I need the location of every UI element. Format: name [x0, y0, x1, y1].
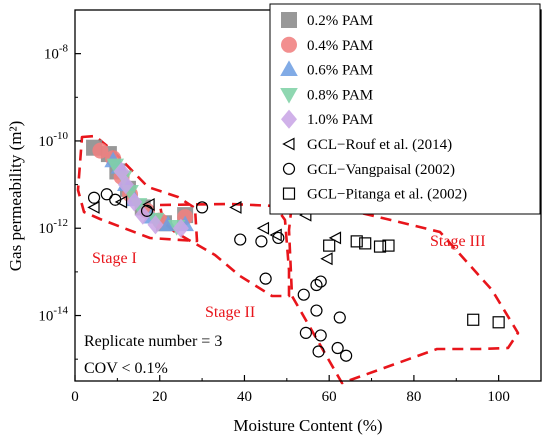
legend-marker-6: [282, 162, 296, 175]
data-points: [86, 139, 505, 362]
legend-marker-5: [282, 137, 295, 151]
data-point-s7-2: [359, 237, 372, 250]
data-point-s6-12: [314, 329, 327, 342]
data-point-s7-0: [323, 239, 336, 252]
legend-label-4: 1.0% PAM: [307, 112, 373, 128]
x-tick-label: 20: [152, 389, 167, 405]
data-point-s6-14: [312, 345, 325, 358]
legend-label-6: GCL−Vangpaisal (2002): [307, 162, 455, 178]
x-tick-label: 0: [71, 389, 79, 405]
data-point-s5-2: [142, 197, 155, 211]
stage-1-region: [76, 134, 199, 243]
replicate-note: Replicate number = 3: [84, 333, 222, 350]
legend-marker-3: [280, 88, 298, 104]
data-point-s5-3: [229, 200, 242, 214]
legend: 0.2% PAM 0.4% PAM 0.6% PAM 0.8% PAM 1.0% PAM…: [269, 3, 541, 215]
legend-marker-4: [281, 109, 297, 129]
y-tick-label: 10-10: [38, 130, 68, 150]
data-point-s4-2: [126, 192, 143, 212]
legend-label-5: GCL−Rouf et al. (2014): [307, 137, 452, 153]
stage-2-label: Stage II: [205, 304, 255, 321]
data-point-s4-1: [117, 174, 134, 195]
legend-marker-7: [282, 187, 296, 200]
legend-label-1: 0.4% PAM: [307, 38, 373, 54]
data-point-s6-16: [331, 341, 344, 355]
y-axis-title: Gas permeability (m²): [6, 121, 25, 272]
data-point-s6-9: [310, 278, 323, 292]
data-point-s5-7: [320, 252, 333, 266]
data-point-s7-5: [467, 313, 480, 326]
data-point-s6-15: [333, 311, 346, 324]
data-point-s7-1: [350, 235, 363, 248]
y-tick-label: 10-12: [38, 217, 68, 237]
stage-3-label: Stage III: [430, 233, 486, 250]
legend-label-7: GCL−Pitanga et al. (2002): [307, 187, 467, 203]
data-point-s6-3: [140, 204, 154, 217]
data-point-s7-4: [382, 239, 395, 252]
data-point-s6-18: [272, 231, 285, 245]
legend-label-2: 0.6% PAM: [307, 63, 373, 79]
data-point-s6-1: [100, 188, 113, 201]
data-point-s4-4: [147, 215, 164, 235]
data-point-s1-0: [92, 142, 109, 159]
data-point-s6-2: [109, 193, 122, 206]
data-point-s4-0: [113, 161, 130, 182]
y-tick-label: 10-8: [44, 43, 69, 63]
x-axis-title: Moisture Content (%): [233, 416, 382, 435]
legend-marker-0: [281, 12, 297, 28]
legend-box: [269, 3, 541, 215]
legend-label-0: 0.2% PAM: [307, 13, 373, 29]
data-point-s6-0: [87, 191, 101, 204]
data-point-s6-13: [299, 326, 312, 339]
data-point-s6-17: [340, 349, 353, 362]
x-tick-label: 60: [322, 389, 337, 405]
data-point-s3-0: [106, 158, 125, 175]
stage-3-region: [287, 201, 520, 385]
x-tick-label: 100: [487, 389, 510, 405]
data-point-s7-6: [492, 316, 505, 329]
legend-marker-2: [280, 60, 298, 76]
data-point-s7-3: [373, 240, 387, 253]
axis-ticks: 0 20 40 60 80 100 10-14 10-12 10-10 10-8: [38, 9, 510, 405]
data-point-s5-5: [269, 228, 282, 242]
legend-label-3: 0.8% PAM: [307, 87, 373, 103]
data-point-s5-0: [87, 200, 100, 214]
data-point-s5-1: [114, 195, 128, 209]
data-point-s6-5: [234, 233, 247, 246]
y-tick-label: 10-14: [38, 305, 68, 325]
data-point-s4-5: [172, 218, 189, 238]
x-tick-label: 40: [237, 389, 252, 405]
data-point-s6-6: [255, 235, 268, 248]
data-point-s6-8: [297, 288, 310, 301]
x-tick-label: 80: [406, 389, 421, 405]
data-point-s6-10: [314, 275, 327, 288]
data-point-s6-11: [310, 304, 323, 317]
data-point-s5-4: [256, 221, 270, 235]
stage-1-label: Stage I: [92, 250, 137, 267]
cov-note: COV < 0.1%: [84, 360, 168, 377]
legend-marker-1: [281, 36, 297, 53]
data-point-s6-4: [195, 201, 209, 214]
data-point-s6-7: [259, 272, 272, 285]
